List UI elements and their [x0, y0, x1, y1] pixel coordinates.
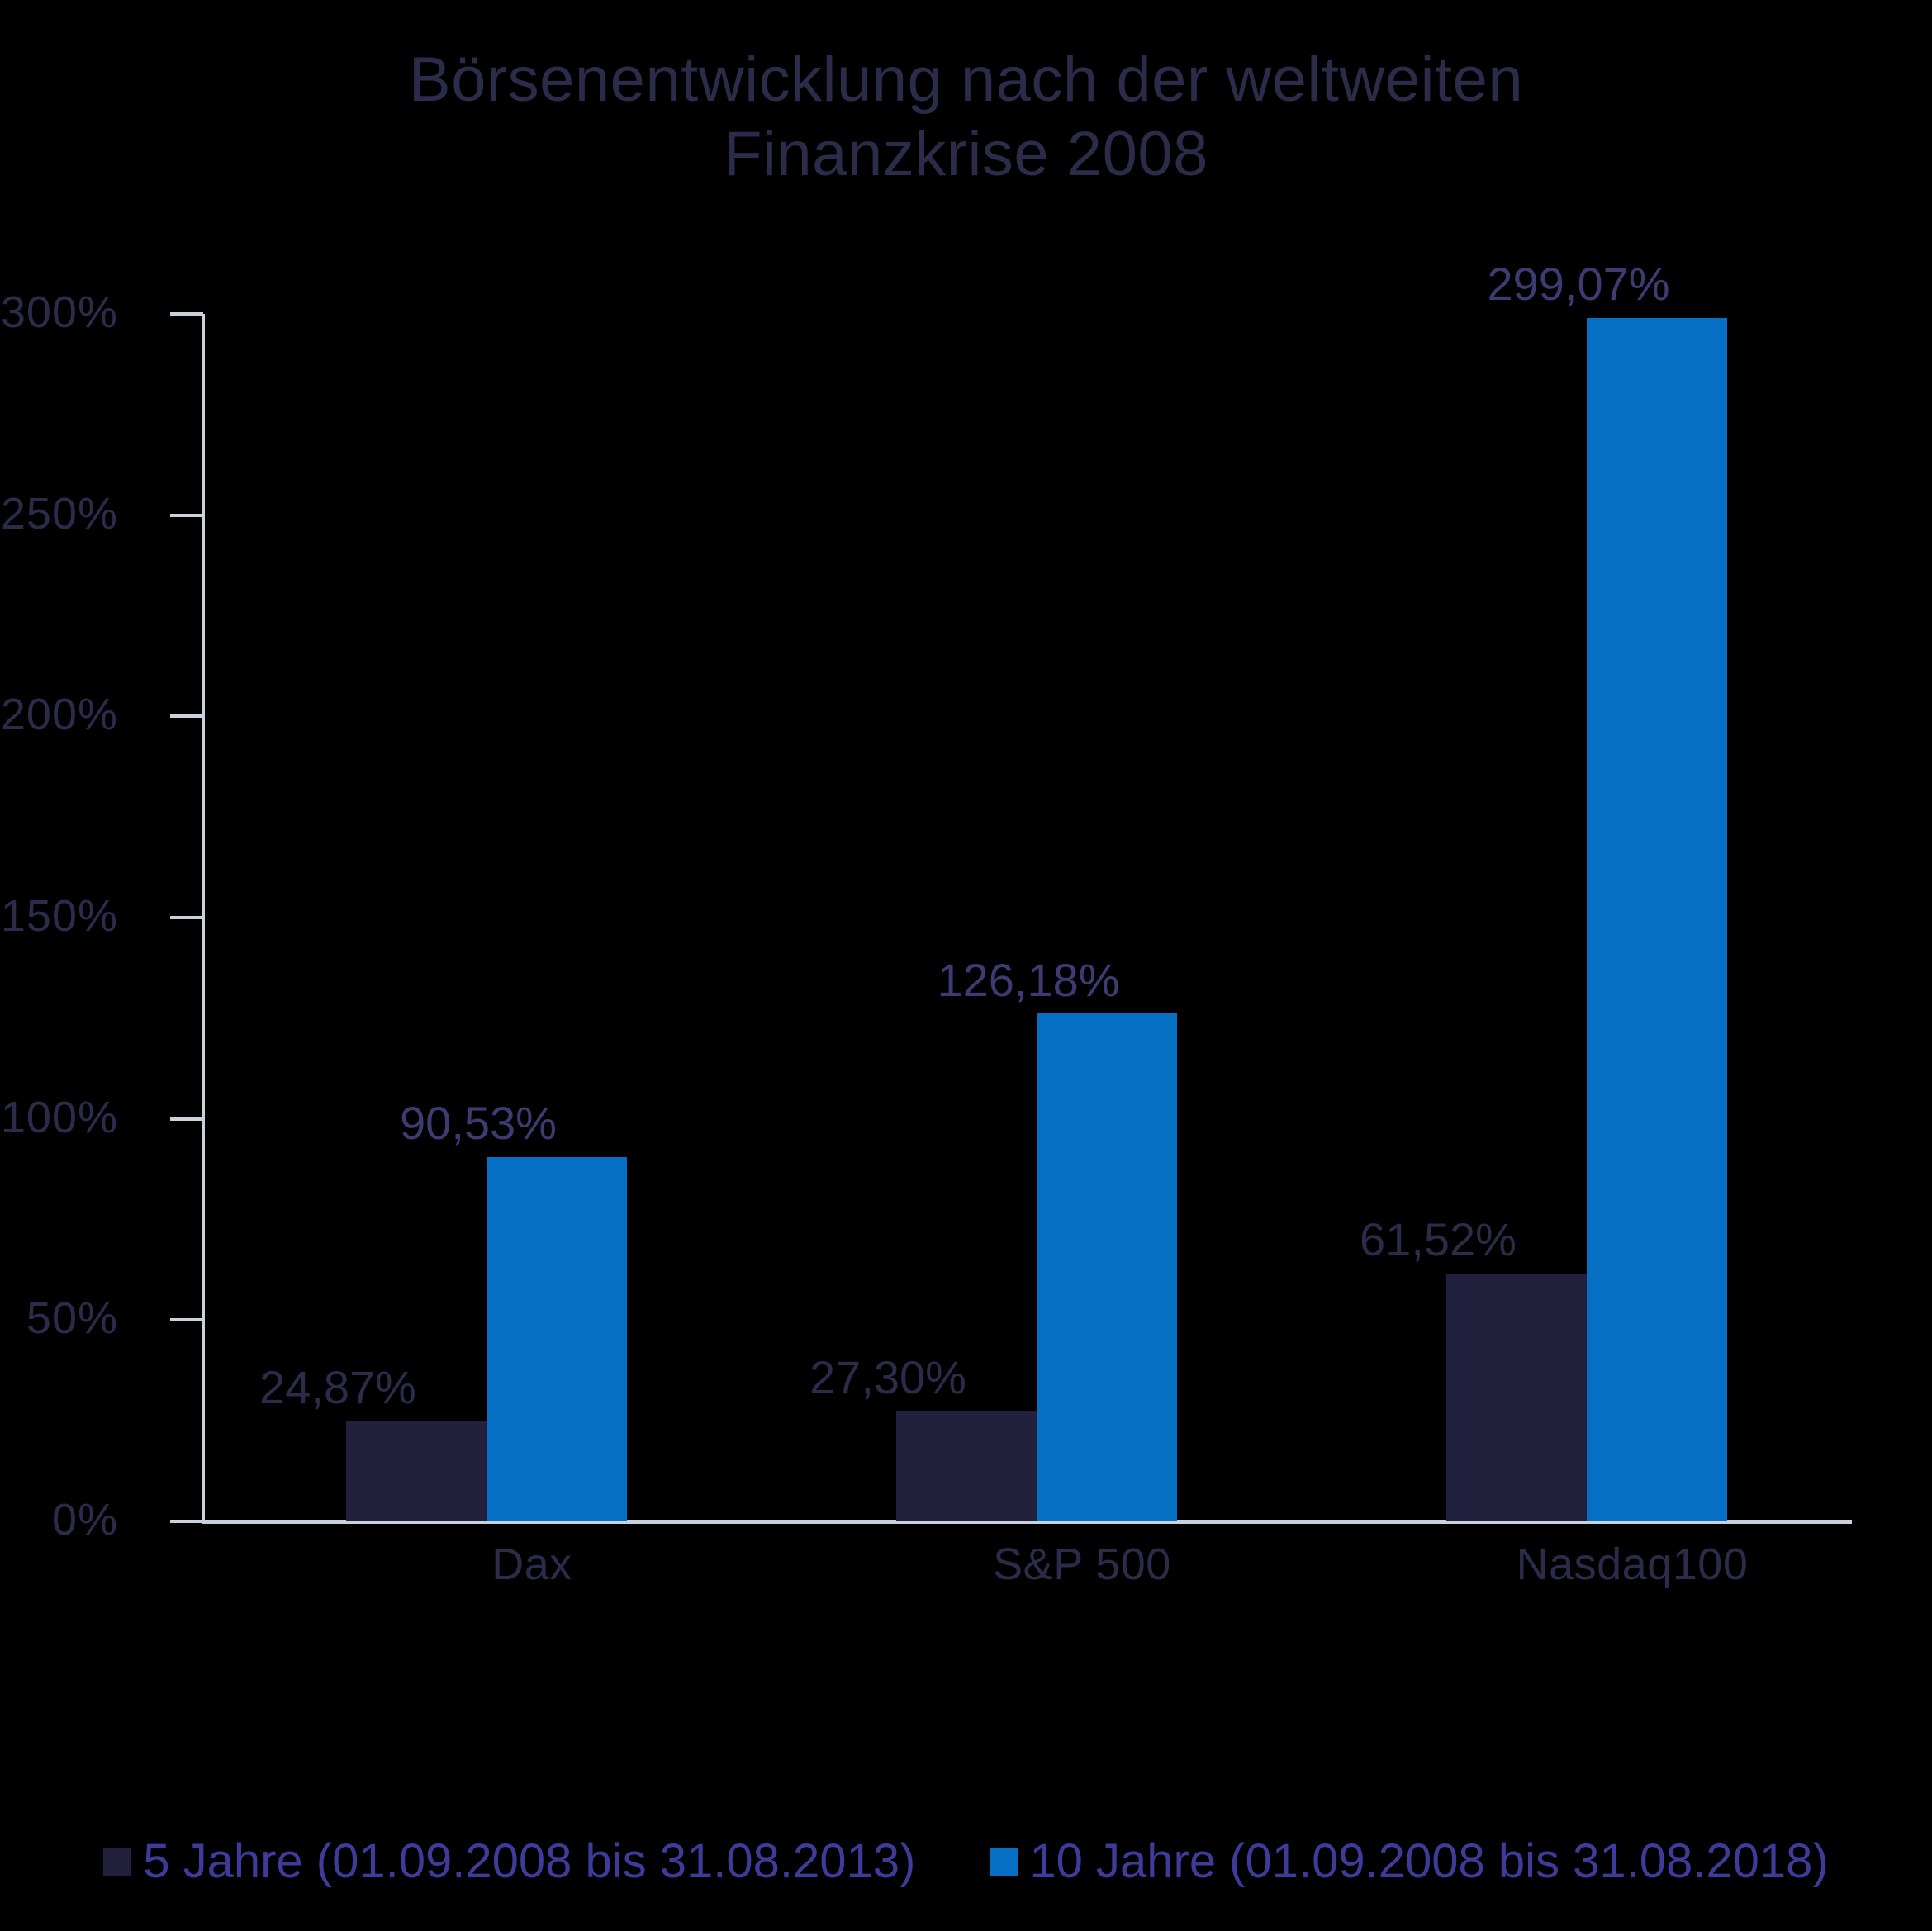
- bar-dax-5-jahre[interactable]: [346, 1421, 487, 1521]
- y-axis-tick-100: [170, 1117, 203, 1121]
- data-label-nasdaq100-5-jahre: 61,52%: [1360, 1213, 1517, 1265]
- y-axis-tick-300: [170, 312, 203, 316]
- chart-title: Börsenentwicklung nach der weltweiten Fi…: [0, 43, 1932, 191]
- plot-area: [202, 314, 1852, 1521]
- y-axis-line: [202, 314, 205, 1521]
- x-axis-label-sp500: S&P 500: [993, 1540, 1171, 1589]
- y-axis-tick-150: [170, 916, 203, 919]
- y-axis-label-50: 50%: [26, 1293, 118, 1343]
- x-axis-label-dax: Dax: [491, 1540, 572, 1589]
- legend-swatch-5-jahre-icon: [103, 1848, 132, 1876]
- legend-swatch-10-jahre-icon: [990, 1848, 1018, 1876]
- legend-item-10-jahre[interactable]: 10 Jahre (01.09.2008 bis 31.08.2018): [990, 1834, 1829, 1888]
- bar-sp500-10-jahre[interactable]: [1037, 1013, 1177, 1521]
- y-axis-tick-250: [170, 514, 203, 517]
- chart-legend: 5 Jahre (01.09.2008 bis 31.08.2013) 10 J…: [0, 1835, 1932, 1888]
- data-label-dax-10-jahre: 90,53%: [400, 1097, 557, 1149]
- legend-label-10-jahre: 10 Jahre (01.09.2008 bis 31.08.2018): [1029, 1834, 1829, 1888]
- bar-dax-10-jahre[interactable]: [487, 1156, 627, 1521]
- y-axis-tick-0: [170, 1520, 203, 1523]
- x-axis-label-nasdaq100: Nasdaq100: [1516, 1540, 1749, 1589]
- chart-title-line-2: Finanzkrise 2008: [724, 118, 1208, 189]
- y-axis-label-0: 0%: [51, 1495, 118, 1544]
- data-label-sp500-5-jahre: 27,30%: [809, 1351, 966, 1403]
- bar-sp500-5-jahre[interactable]: [896, 1411, 1037, 1521]
- data-label-nasdaq100-10-jahre: 299,07%: [1487, 258, 1670, 310]
- data-label-sp500-10-jahre: 126,18%: [937, 954, 1120, 1006]
- bar-nasdaq100-10-jahre[interactable]: [1587, 317, 1727, 1521]
- y-axis-label-150: 150%: [0, 891, 118, 941]
- y-axis-label-250: 250%: [0, 489, 118, 538]
- y-axis-tick-50: [170, 1318, 203, 1321]
- x-axis-line: [202, 1520, 1852, 1524]
- y-axis-label-200: 200%: [0, 690, 118, 739]
- y-axis-label-300: 300%: [0, 287, 118, 337]
- y-axis-label-100: 100%: [0, 1093, 118, 1142]
- chart-title-line-1: Börsenentwicklung nach der weltweiten: [408, 45, 1524, 115]
- legend-label-5-jahre: 5 Jahre (01.09.2008 bis 31.08.2013): [143, 1834, 916, 1888]
- legend-item-5-jahre[interactable]: 5 Jahre (01.09.2008 bis 31.08.2013): [103, 1835, 915, 1888]
- y-axis-tick-200: [170, 714, 203, 718]
- bar-nasdaq100-5-jahre[interactable]: [1446, 1274, 1587, 1521]
- data-label-dax-5-jahre: 24,87%: [259, 1361, 416, 1413]
